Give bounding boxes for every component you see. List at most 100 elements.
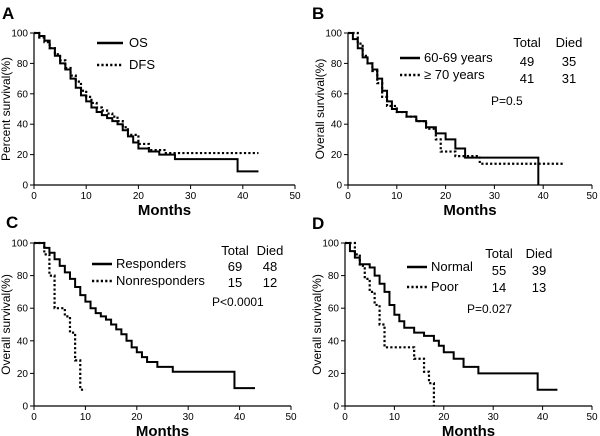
legend-label: Poor	[431, 279, 459, 294]
series-line-nonresponders	[34, 241, 86, 391]
table-header: Died	[526, 246, 553, 261]
x-tick-label: 10	[391, 191, 403, 202]
x-tick-label: 40	[234, 412, 246, 423]
y-tick-label: 20	[331, 150, 343, 161]
x-tick-label: 50	[289, 191, 301, 202]
y-axis-title: Overall survival(%)	[313, 59, 327, 160]
table-header: Died	[257, 243, 284, 258]
y-tick-label: 0	[22, 181, 28, 192]
x-tick-label: 50	[586, 412, 598, 423]
y-tick-label: 0	[22, 402, 28, 413]
y-tick-label: 20	[17, 150, 29, 161]
x-tick-label: 0	[31, 191, 37, 202]
p-value: P=0.027	[467, 302, 512, 316]
x-tick-label: 0	[342, 412, 348, 423]
x-axis-title: Months	[136, 423, 189, 436]
x-tick-label: 30	[183, 412, 195, 423]
x-tick-label: 0	[345, 191, 351, 202]
x-axis-title: Months	[443, 202, 496, 219]
x-tick-label: 10	[389, 412, 401, 423]
y-tick-label: 20	[328, 369, 340, 380]
y-tick-label: 100	[11, 29, 28, 40]
legend-label: Responders	[116, 256, 187, 271]
y-tick-label: 40	[331, 120, 343, 131]
x-tick-label: 50	[586, 191, 598, 202]
y-tick-label: 40	[328, 336, 340, 347]
series-line-dfs	[34, 31, 259, 155]
table-cell: 69	[228, 259, 242, 274]
table-cell: 49	[520, 54, 534, 69]
x-tick-label: 40	[538, 191, 550, 202]
series-line-70-years	[348, 31, 563, 165]
y-tick-label: 60	[17, 89, 29, 100]
table-header: Total	[513, 35, 541, 50]
x-tick-label: 0	[31, 412, 37, 423]
legend-label: 60-69 years	[424, 50, 493, 65]
y-axis-title: Overall survival(%)	[310, 274, 324, 375]
table-cell: 41	[520, 71, 534, 86]
panel-letter: D	[312, 214, 324, 233]
legend-label: Nonresponders	[116, 273, 205, 288]
y-tick-label: 80	[17, 59, 29, 70]
x-tick-label: 30	[488, 412, 500, 423]
panel-letter: B	[312, 4, 324, 23]
table-header: Died	[556, 35, 583, 50]
x-tick-label: 40	[237, 191, 249, 202]
x-tick-label: 20	[440, 191, 452, 202]
y-tick-label: 80	[331, 59, 343, 70]
y-tick-label: 20	[17, 369, 29, 380]
y-tick-label: 40	[17, 120, 29, 131]
table-header: Total	[221, 243, 249, 258]
x-tick-label: 10	[81, 191, 93, 202]
legend-label: ≥ 70 years	[424, 67, 485, 82]
y-tick-label: 0	[336, 181, 342, 192]
table-cell: 12	[263, 275, 277, 290]
x-tick-label: 10	[80, 412, 92, 423]
y-tick-label: 80	[17, 271, 29, 282]
panel-letter: C	[6, 213, 18, 232]
y-tick-label: 60	[17, 304, 29, 315]
y-tick-label: 60	[331, 89, 343, 100]
x-tick-label: 20	[131, 412, 143, 423]
x-tick-label: 50	[285, 412, 297, 423]
table-cell: 31	[562, 71, 576, 86]
x-tick-label: 30	[489, 191, 501, 202]
x-tick-label: 20	[438, 412, 450, 423]
series-line-responders	[34, 242, 256, 390]
series-line-os	[34, 32, 259, 173]
series-line-poor	[345, 241, 436, 406]
series-line-60-69-years	[348, 32, 540, 185]
table-cell: 13	[532, 280, 546, 295]
series-line-normal	[345, 242, 558, 391]
y-tick-label: 0	[333, 402, 339, 413]
x-axis-title: Months	[138, 202, 191, 219]
y-tick-label: 40	[17, 336, 29, 347]
p-value: P=0.5	[491, 94, 523, 108]
panel-b: B 0 10 20 30 40 50 0 20 40 60 80 100 Months Overall su…	[312, 4, 598, 219]
legend-label: Normal	[431, 259, 473, 274]
table-cell: 35	[562, 54, 576, 69]
table-header: Total	[485, 246, 513, 261]
table-cell: 39	[532, 263, 546, 278]
table-cell: 48	[263, 259, 277, 274]
legend-label: DFS	[129, 57, 155, 72]
x-tick-label: 20	[133, 191, 145, 202]
p-value: P<0.0001	[212, 295, 264, 309]
legend-label: OS	[129, 35, 148, 50]
y-tick-label: 60	[328, 304, 340, 315]
y-tick-label: 100	[322, 239, 339, 250]
panel-c: C 0 10 20 30 40 50 0 20 40 60 80 100 Months Overall su…	[0, 213, 297, 436]
y-axis-title: Percent survival(%)	[0, 57, 13, 161]
y-tick-label: 100	[11, 239, 28, 250]
y-axis-title: Overall survival(%)	[0, 274, 13, 375]
panel-letter: A	[2, 4, 14, 23]
panel-a: A 0 10 20 30 40 50 0 20 40 60 80 100 Months Percent su…	[0, 4, 301, 219]
x-tick-label: 40	[537, 412, 549, 423]
table-cell: 14	[492, 280, 506, 295]
table-cell: 15	[228, 275, 242, 290]
x-axis-title: Months	[442, 423, 495, 436]
y-tick-label: 80	[328, 271, 340, 282]
table-cell: 55	[492, 263, 506, 278]
x-tick-label: 30	[185, 191, 197, 202]
